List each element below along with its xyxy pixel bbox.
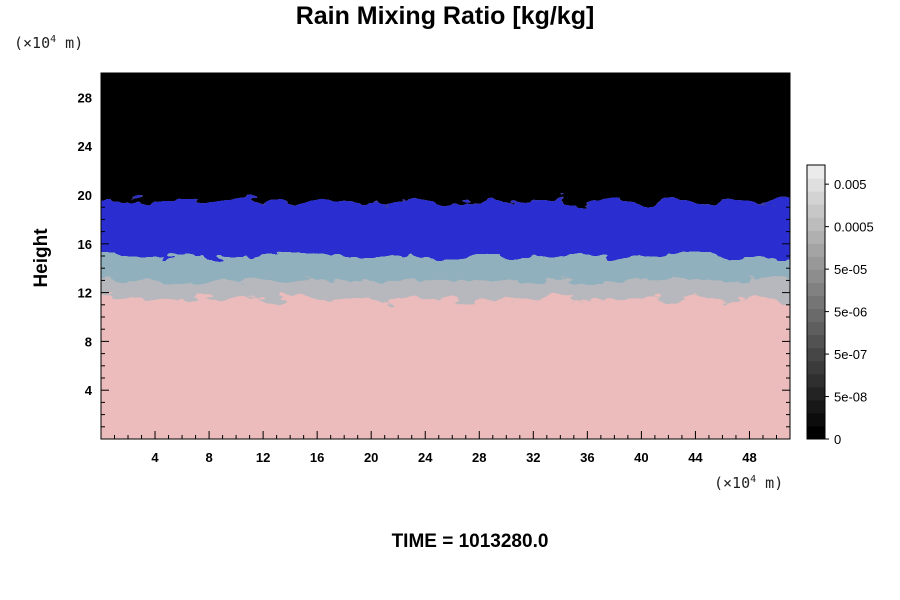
y-tick-label: 28 [78, 90, 92, 105]
colorbar-band [807, 412, 825, 427]
chart-title: Rain Mixing Ratio [kg/kg] [295, 2, 595, 30]
x-tick-label: 24 [418, 450, 433, 465]
colorbar-band [807, 243, 825, 257]
colorbar-band [807, 178, 825, 192]
heatmap-field [101, 73, 790, 439]
colorbar-band [807, 256, 825, 270]
x-tick-label: 4 [151, 450, 159, 465]
heatmap-layer-grey [101, 280, 790, 299]
colorbar-band [807, 191, 825, 205]
x-tick-label: 12 [256, 450, 270, 465]
colorbar-label: 5e-05 [834, 262, 867, 277]
colorbar-band [807, 321, 825, 336]
x-tick-label: 36 [580, 450, 594, 465]
x-axis: 4 8 12 16 20 24 28 32 36 40 44 48 [114, 73, 777, 465]
x-tick-label: 20 [364, 450, 378, 465]
colorbar-band [807, 373, 825, 388]
heatmap-layer-black [101, 73, 790, 202]
x-tick-label: 32 [526, 450, 540, 465]
y-tick-label: 16 [78, 237, 92, 252]
colorbar-band [807, 204, 825, 218]
heatmap-layers [101, 73, 790, 439]
y-tick-label: 8 [85, 334, 92, 349]
colorbar-band [807, 386, 825, 401]
colorbar-band [807, 425, 825, 440]
colorbar-band [807, 399, 825, 414]
colorbar-band [807, 165, 825, 179]
plot-area [101, 73, 790, 439]
x-tick-label: 16 [310, 450, 324, 465]
heatmap-layer-blue [101, 201, 790, 256]
y-tick-label: 24 [78, 139, 93, 154]
colorbar-band [807, 295, 825, 310]
colorbar-band [807, 269, 825, 283]
x-tick-label: 48 [742, 450, 756, 465]
y-tick-label: 20 [78, 188, 92, 203]
colorbar-label: 5e-06 [834, 305, 867, 320]
colorbar: 0.005 0.0005 5e-05 5e-06 5e-07 5e-08 0 [806, 164, 874, 447]
colorbar-band [807, 230, 825, 244]
heatmap-layer-teal [101, 256, 790, 281]
colorbar-band [807, 360, 825, 375]
colorbar-label: 5e-08 [834, 390, 867, 405]
colorbar-label: 0 [834, 432, 841, 447]
y-axis: 4 8 12 16 20 24 28 [78, 84, 790, 428]
x-tick-label: 40 [634, 450, 648, 465]
colorbar-label: 0.0005 [834, 220, 874, 235]
y-tick-label: 4 [85, 383, 93, 398]
colorbar-frame [806, 164, 826, 440]
colorbar-band [807, 282, 825, 296]
heatmap-layer-pink [101, 298, 790, 439]
y-axis-unit: (×104 m) [14, 34, 84, 52]
y-tick-label: 12 [78, 286, 92, 301]
x-axis-unit: (×104 m) [714, 474, 784, 492]
colorbar-band [807, 308, 825, 323]
time-label: TIME = 1013280.0 [391, 531, 549, 552]
colorbar-label: 0.005 [834, 177, 867, 192]
x-tick-label: 8 [205, 450, 212, 465]
colorbar-band [807, 347, 825, 362]
colorbar-band [807, 334, 825, 349]
colorbar-label: 5e-07 [834, 347, 867, 362]
x-tick-label: 28 [472, 450, 486, 465]
colorbar-band [807, 217, 825, 231]
x-tick-label: 44 [688, 450, 703, 465]
